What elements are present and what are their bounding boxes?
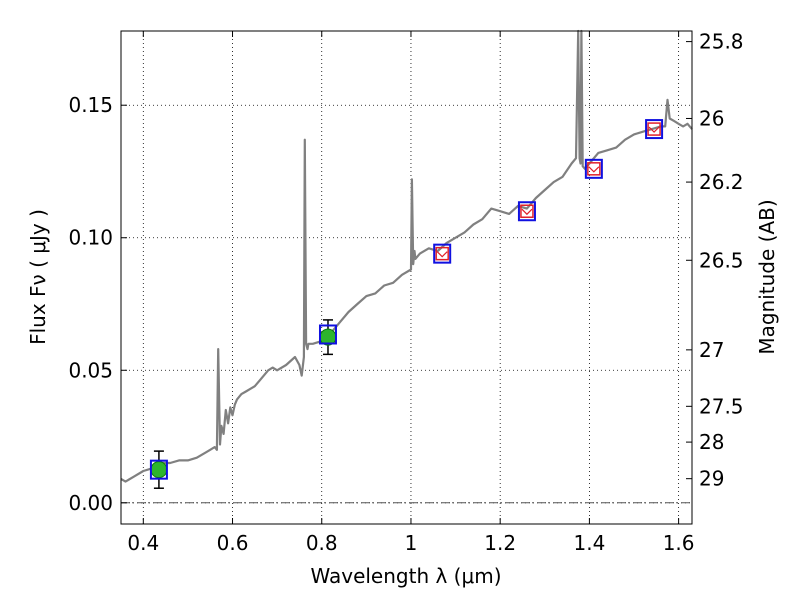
spectrum-line xyxy=(120,29,693,483)
upper-limit-arrow xyxy=(588,166,600,173)
grid-layer xyxy=(121,31,692,524)
model-box xyxy=(433,243,452,264)
model-box xyxy=(318,324,337,345)
model-box xyxy=(517,201,536,222)
x-tick-label: 0.6 xyxy=(217,531,249,555)
plot-frame xyxy=(120,30,693,525)
model-box xyxy=(645,119,664,140)
y-tick-label: 0.00 xyxy=(68,491,113,515)
upper-limit-arrow xyxy=(436,251,448,258)
x-tick-label: 1.4 xyxy=(573,531,605,555)
marker-layer xyxy=(149,119,664,489)
y2-axis: 25.8 26 26.2 26.5 27 27.5 28 29 xyxy=(686,30,744,491)
y-tick-label: 0.05 xyxy=(68,358,113,382)
photometry-point xyxy=(150,461,168,479)
y-axis-label: Flux Fν ( μJy ) xyxy=(26,209,50,345)
model-box xyxy=(149,459,168,480)
x-tick-label: 1 xyxy=(405,531,418,555)
y2-tick-label: 27.5 xyxy=(699,394,744,418)
y-tick-label: 0.15 xyxy=(68,93,113,117)
x-axis-label: Wavelength λ (μm) xyxy=(310,564,501,588)
y-axis: 0.00 0.05 0.10 0.15 xyxy=(68,93,127,515)
x-tick-label: 1.6 xyxy=(663,531,695,555)
y2-axis-label: Magnitude (AB) xyxy=(755,199,779,354)
x-axis: 0.4 0.6 0.8 1 1.2 1.4 1.6 xyxy=(127,31,695,555)
model-box xyxy=(584,158,603,179)
upper-limit-marker xyxy=(435,246,449,261)
x-tick-label: 0.8 xyxy=(306,531,338,555)
y2-tick-label: 25.8 xyxy=(699,30,744,54)
x-tick-label: 0.4 xyxy=(127,531,159,555)
upper-limit-marker xyxy=(587,162,601,176)
upper-limit-marker xyxy=(647,122,661,136)
upper-limit-arrow xyxy=(521,208,533,216)
y2-tick-label: 26 xyxy=(699,106,724,130)
upper-limit-arrow xyxy=(648,126,660,133)
upper-limit-marker xyxy=(520,204,534,218)
y2-tick-label: 26.2 xyxy=(699,170,744,194)
y2-tick-label: 28 xyxy=(699,430,724,454)
y2-tick-label: 27 xyxy=(699,338,724,362)
x-tick-label: 1.2 xyxy=(484,531,516,555)
series-layer xyxy=(120,29,693,483)
y2-tick-label: 26.5 xyxy=(699,248,744,272)
y2-tick-label: 29 xyxy=(699,467,724,491)
y-tick-label: 0.10 xyxy=(68,226,113,250)
